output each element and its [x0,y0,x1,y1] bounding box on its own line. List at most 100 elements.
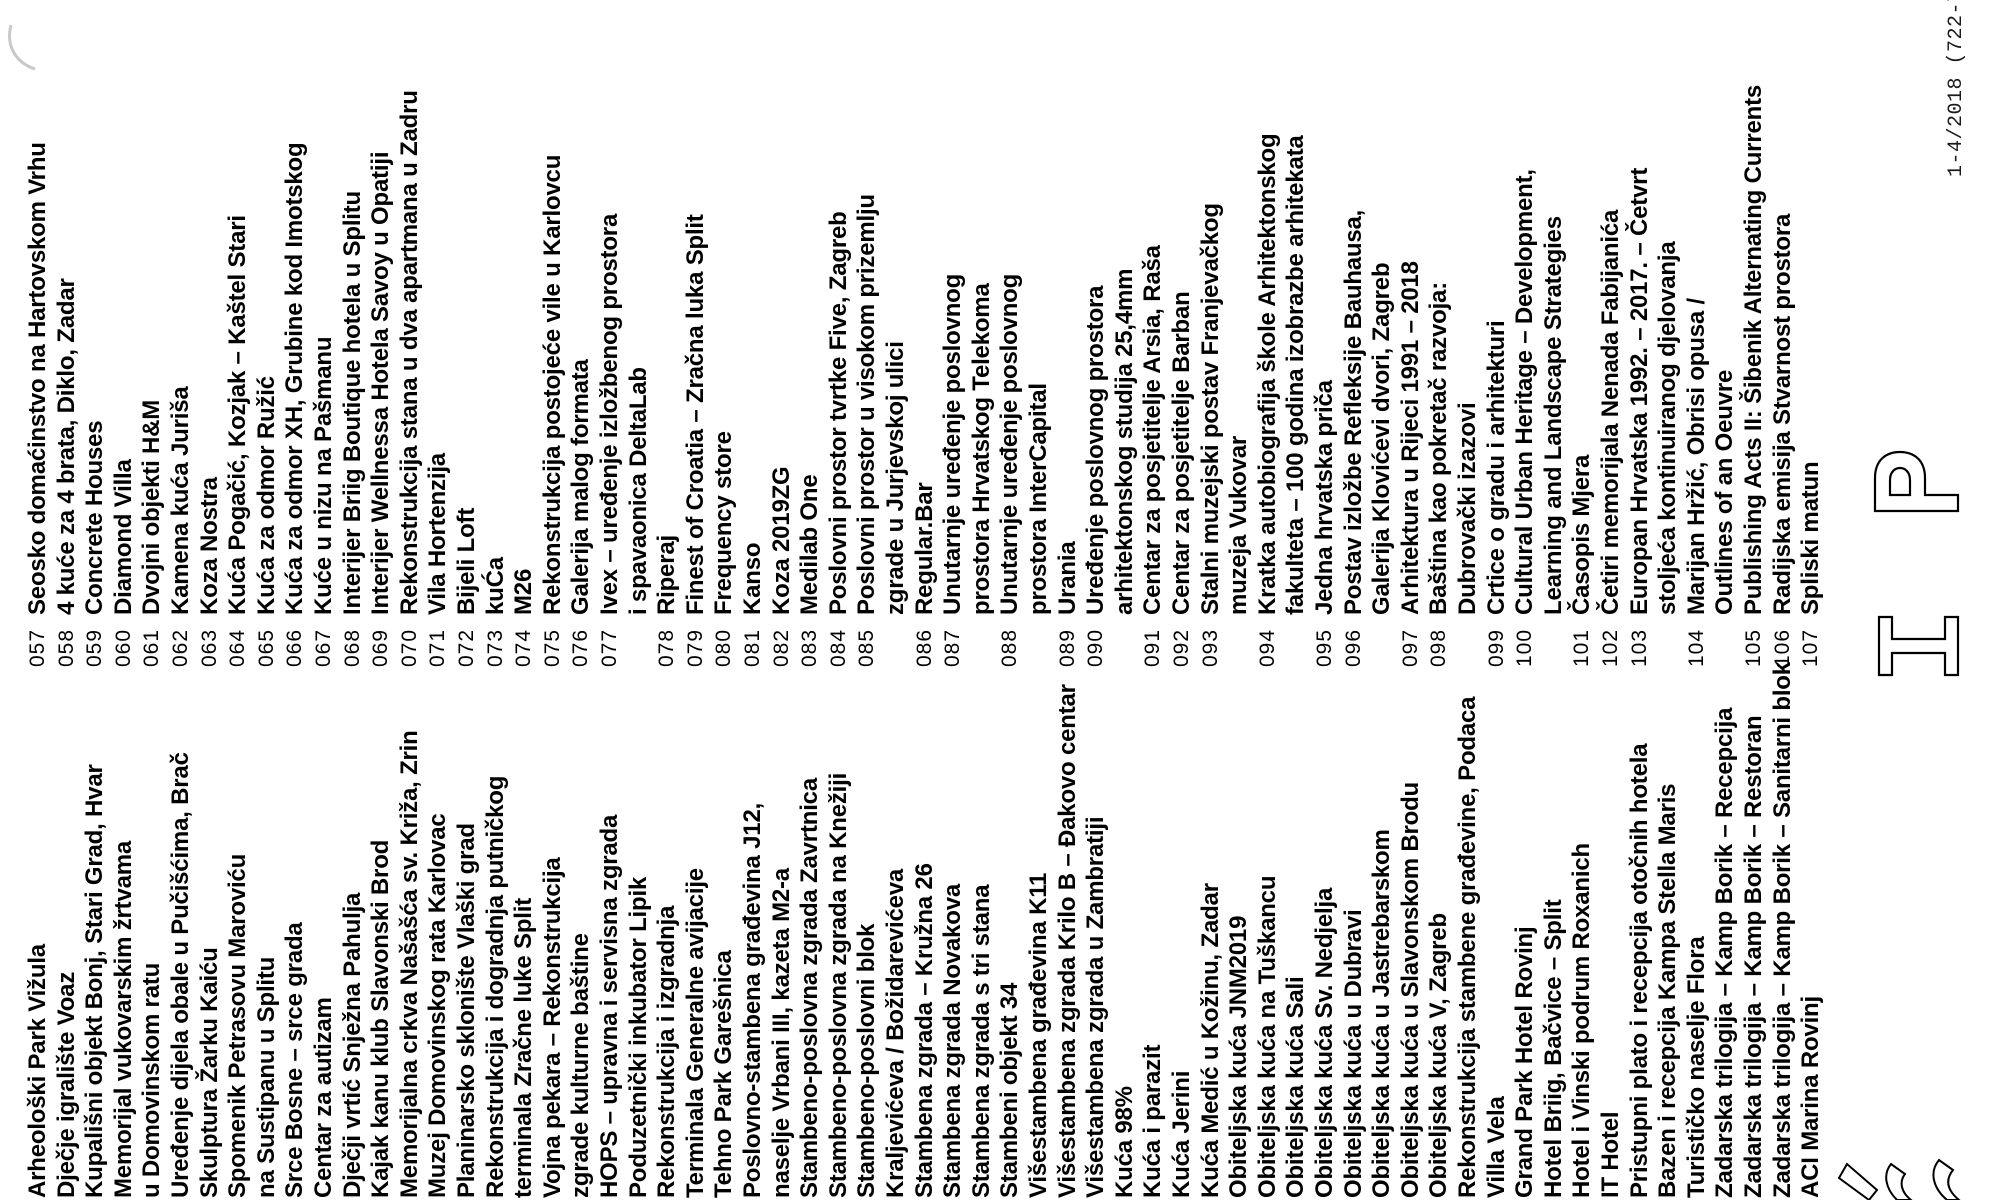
entry-title: Regular.Bar [910,482,938,615]
index-entry-line: 074 M26 [510,0,539,1200]
entry-title: Galerija malog formata [567,359,595,615]
entry-title: Kanso [739,542,766,615]
index-entry-line: 092 Centar za posjetitelje Barban [1168,0,1197,1200]
entry-number: 085 [855,628,879,667]
entry-number: 074 [512,628,536,667]
entry-title: stoljeća kontinuiranog djelovanja [1654,241,1682,615]
entry-title: Stalni muzejski postav Franjevačkog [1196,203,1224,615]
entry-number: 078 [655,628,679,667]
entry-title: kuĆa [481,557,509,615]
entry-title: Concrete Houses [81,420,109,615]
entry-title: Outlines of an Oeuvre [1711,369,1739,615]
giant-letter-i-outline [1877,615,1960,677]
entry-title: Arhitektura u Rijeci 1991 – 2018 [1396,261,1424,615]
entry-number: 098 [1427,628,1451,667]
entry-number: 102 [1599,628,1622,667]
index-entry-line: Dubrovački izazovi [1454,0,1483,1200]
entry-number: 091 [1141,628,1165,667]
entry-number: 063 [197,628,221,667]
entry-title: arhitektonskog studija 25,4mm [1110,268,1138,615]
entry-number: 097 [1398,628,1422,667]
entry-number: 088 [998,628,1022,667]
entry-number: 062 [169,628,192,667]
index-entry-line: 103 Europan Hrvatska 1992. – 2017. – Četv… [1626,0,1655,1200]
index-entry-line: 082 Koza 2019ZG [768,0,797,1200]
entry-title: Poslovni prostor tvrtke Five, Zagreb [824,211,852,615]
entry-title: Finest of Croatia – Zračna luka Split [681,214,709,615]
entry-title: Ivex – uređenje izložbenog prostora [596,213,623,615]
entry-title: Dvojni objekti H&M [138,399,166,615]
entry-title: Baština kao pokretač razvoja: [1425,281,1453,615]
index-entry-line: 099 Crtice o gradu i arhitekturi [1483,0,1512,1200]
entry-number: 065 [254,628,278,667]
entry-number: 077 [598,628,621,667]
entry-title: Vila Hortenzija [424,453,452,615]
entry-number: 071 [426,628,450,667]
index-entry-line: 067 Kuće u nizu na Pašmanu [310,0,339,1200]
index-entry-line: 095 Jedna hrvatska priča [1311,0,1340,1200]
entry-number: 089 [1055,628,1079,667]
entry-title: zgrade u Jurjevskoj ulici [882,341,909,615]
index-entry-line: Outlines of an Oeuvre [1711,0,1740,1200]
entry-number: 087 [941,628,965,667]
entry-title: Radijska emisija Stvarnost prostora [1768,213,1796,615]
entry-number: 096 [1341,628,1365,667]
entry-title: Koza Nostra [195,477,223,615]
entry-title: Postav izložbe Refleksije Bauhausa, [1339,209,1367,615]
entry-number: 068 [340,628,364,667]
index-entry-line: 093 Stalni muzejski postav Franjevačkog [1197,0,1226,1200]
entry-title: Centar za posjetitelje Barban [1168,291,1195,615]
entry-number: 073 [483,628,507,667]
entry-title: Kuća za odmor Ružić [252,376,280,615]
entry-title: Uređenje poslovnog prostora [1082,285,1110,615]
index-entry-line: 085 Poslovni prostor u visokom prizemlju [853,0,882,1200]
index-entry-line: arhitektonskog studija 25,4mm [1111,0,1140,1200]
index-entry-line: i spavaonica DeltaLab [625,0,654,1200]
entry-number: 105 [1742,628,1765,667]
entry-title: prostora InterCapital [1025,383,1052,615]
index-entry-line: muzeja Vukovar [1225,0,1254,1200]
entry-title: Seosko domaćinstvo na Hartovskom Vrhu [24,142,51,615]
entry-number: 106 [1770,628,1794,667]
entry-title: Časopis Mjera [1568,454,1596,615]
entry-title: Poslovni prostor u visokom prizemlju [853,194,881,615]
index-entry-line: 090 Uređenje poslovnog prostora [1082,0,1111,1200]
entry-title: Riperaj [653,535,681,615]
entry-title: 4 kuće za 4 brata, Diklo, Zadar [52,278,80,615]
entry-number: 082 [769,628,793,667]
entry-number: 066 [283,628,307,667]
entry-title: Learning and Landscape Strategies [1539,216,1567,615]
entry-title: Spliski matun [1797,461,1825,615]
index-entry-line: 071 Vila Hortenzija [424,0,453,1200]
entry-title: Interijer Briig Boutique hotela u Splitu [338,190,366,615]
entry-title: Četiri memorijala Nenada Fabijanića [1597,209,1624,615]
index-entry-line: 088 Unutarnje uređenje poslovnog [996,0,1025,1200]
corner-gray-mark [8,24,36,71]
index-entry-line: 064 Kuća Pogačić, Kozjak – Kaštel Stari [224,0,253,1200]
index-entry-line: 078 Riperaj [653,0,682,1200]
entry-title: Medilab One [796,474,824,616]
entry-title: Kuća za odmor XH, Grubine kod Imotskog [281,142,309,615]
index-entry-line: 105 Publishing Acts II: Šibenik Alternati… [1740,0,1769,1200]
entry-number: 069 [369,628,393,667]
entry-title: Interijer Wellnessa Hotela Savoy u Opati… [367,151,395,615]
index-entry-line: 091 Centar za posjetitelje Arsia, Raša [1139,0,1168,1200]
entry-title: Kuća Pogačić, Kozjak – Kaštel Stari [224,215,252,615]
index-entry-line: 079 Finest of Croatia – Zračna luka Split [682,0,711,1200]
cut-letter-tips [1837,1158,1962,1200]
entry-title: Unutarnje uređenje poslovnog [996,273,1024,615]
issue-colophon: 1-4/2018 (722-7 [1945,0,1968,177]
index-entry-line: 086 Regular.Bar [911,0,940,1200]
entry-number: 060 [111,628,135,667]
entry-title: Diamond Villa [109,459,137,615]
entry-title: Rekonstrukcija postojeće vile u Karlovcu [538,154,566,615]
entry-number: 092 [1170,628,1193,667]
index-entry-line: 098 Baština kao pokretač razvoja: [1425,0,1454,1200]
index-entry-line: stoljeća kontinuiranog djelovanja [1654,0,1683,1200]
entry-number: 059 [83,628,107,667]
index-entry-line: 063 Koza Nostra [196,0,225,1200]
index-entry-line: 100 Cultural Urban Heritage – Development… [1511,0,1540,1200]
entry-number: 064 [226,628,250,667]
index-entry-line: 094 Kratka autobiografija škole Arhitekto… [1254,0,1283,1200]
